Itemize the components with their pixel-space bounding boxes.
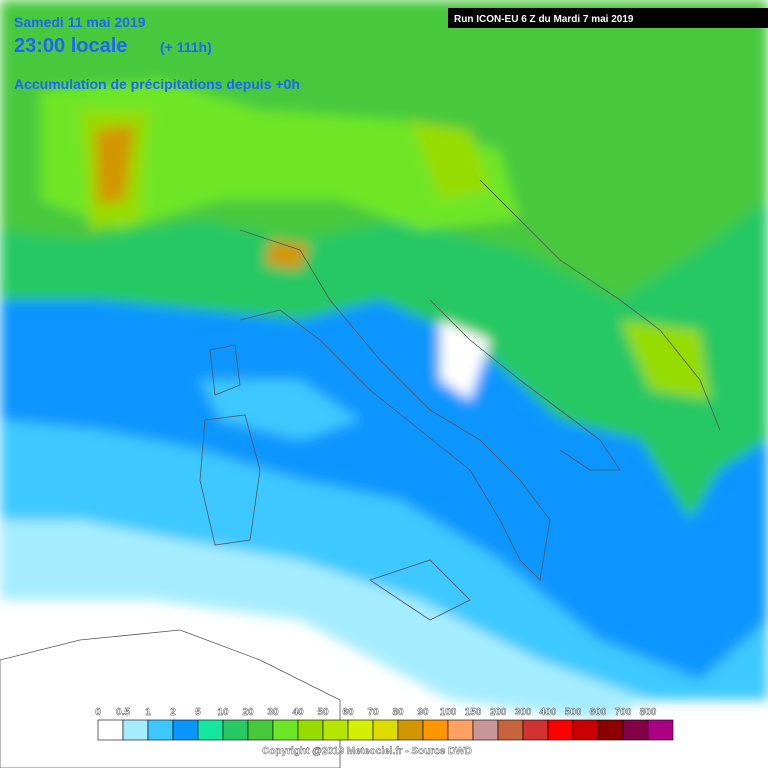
legend-label: 300 <box>515 707 532 718</box>
copyright: Copyright @2019 Meteociel.fr - Source DW… <box>262 746 472 757</box>
legend-label: 30 <box>267 707 279 718</box>
legend-label: 150 <box>465 707 482 718</box>
legend-swatch <box>297 719 324 741</box>
legend-swatch <box>197 719 224 741</box>
legend-swatch <box>372 719 399 741</box>
legend-swatch <box>122 719 149 741</box>
legend-label: 10 <box>217 707 229 718</box>
legend-label: 5 <box>195 707 201 718</box>
coastlines <box>0 179 721 769</box>
legend-label: 500 <box>565 707 582 718</box>
legend-swatch <box>272 719 299 741</box>
legend-label: 50 <box>317 707 329 718</box>
legend-label: 60 <box>342 707 354 718</box>
legend-label: 200 <box>490 707 507 718</box>
legend-swatch <box>97 719 124 741</box>
legend-label: 0 <box>95 707 101 718</box>
legend-label: 2 <box>170 707 176 718</box>
legend-swatch <box>247 719 274 741</box>
legend-swatch <box>447 719 474 741</box>
legend-swatch <box>622 719 649 741</box>
legend-label: 600 <box>590 707 607 718</box>
legend-swatch <box>572 719 599 741</box>
run-info: Run ICON-EU 6 Z du Mardi 7 mai 2019 <box>454 14 634 25</box>
legend-swatch <box>547 719 574 741</box>
legend-swatch <box>647 719 674 741</box>
legend-swatch <box>222 719 249 741</box>
legend-swatch <box>172 719 199 741</box>
legend-swatch <box>422 719 449 741</box>
precipitation-field <box>0 0 768 720</box>
legend-label: 0.5 <box>116 707 130 718</box>
legend-swatch <box>397 719 424 741</box>
legend-label: 1 <box>145 707 151 718</box>
legend-swatch <box>497 719 524 741</box>
legend-swatch <box>597 719 624 741</box>
legend-label: 800 <box>640 707 657 718</box>
legend-swatch <box>472 719 499 741</box>
legend: 0 0.5 1 2 5 10 20 30 40 50 60 70 80 90 100 150 200 300 400… <box>95 707 674 741</box>
legend-label: 80 <box>392 707 404 718</box>
legend-swatch <box>322 719 349 741</box>
legend-label: 40 <box>292 707 304 718</box>
lead-time: (+ 111h) <box>160 39 212 55</box>
date: Samedi 11 mai 2019 <box>14 14 146 30</box>
legend-swatch <box>147 719 174 741</box>
subtitle: Accumulation de précipitations depuis +0… <box>14 76 300 92</box>
run-banner <box>448 8 768 28</box>
legend-label: 100 <box>440 707 457 718</box>
legend-label: 400 <box>540 707 557 718</box>
legend-swatch <box>347 719 374 741</box>
legend-swatch <box>522 719 549 741</box>
legend-label: 90 <box>417 707 429 718</box>
legend-label: 20 <box>242 707 254 718</box>
legend-label: 70 <box>367 707 379 718</box>
legend-label: 700 <box>615 707 632 718</box>
time: 23:00 locale <box>14 35 127 57</box>
